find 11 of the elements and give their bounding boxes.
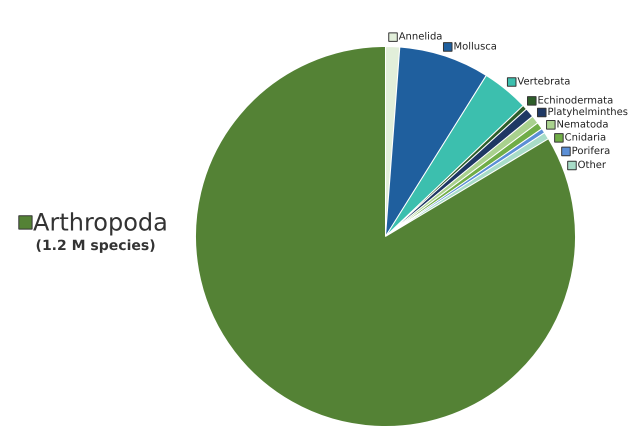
legend-label: Vertebrata — [517, 76, 570, 88]
legend-label: Echinodermata — [537, 95, 614, 106]
legend-label: Nematoda — [556, 119, 609, 130]
legend-label: Cnidaria — [564, 132, 606, 144]
legend-label: Porifera — [572, 146, 610, 157]
legend-label: Annelida — [398, 32, 442, 43]
legend-label: Other — [578, 160, 607, 172]
legend-label: Mollusca — [453, 41, 497, 52]
text: (1.2 M species) — [36, 238, 156, 254]
legend-label: Platyhelminthes — [547, 106, 628, 118]
legend-label: Arthropoda — [33, 208, 168, 236]
